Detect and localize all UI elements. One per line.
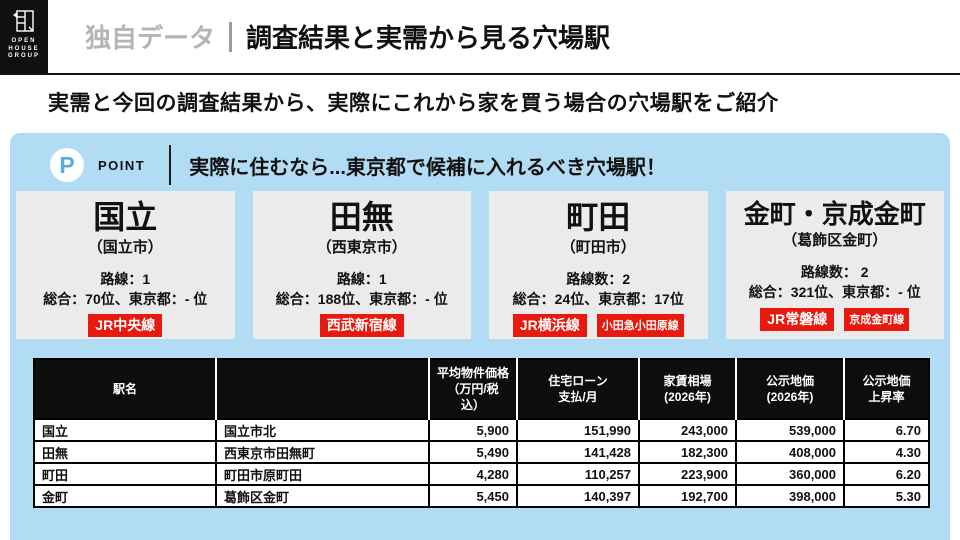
col-header-loan: 住宅ローン 支払/月 (516, 359, 639, 419)
table-row: 国立 国立市北 5,900 151,990 243,000 539,000 6.… (33, 418, 930, 442)
station-ranking: 総合：24位、東京都：17位 (512, 291, 684, 308)
table-row: 町田 町田市原町田 4,280 110,257 223,900 360,000 … (33, 462, 930, 486)
table-cell: 141,428 (516, 440, 640, 464)
table-row: 田無 西東京市田無町 5,490 141,428 182,300 408,000… (33, 440, 930, 464)
header-category-label: 独自データ (85, 23, 216, 53)
table-cell: 6.70 (843, 418, 930, 442)
line-badge: 西武新宿線 (319, 314, 404, 338)
table-cell: 182,300 (638, 440, 737, 464)
header-divider-line (0, 73, 960, 75)
page-title: 調査結果と実需から見る穴場駅 (246, 23, 611, 53)
station-name: 町田 (566, 199, 631, 235)
station-card-kanamachi: 金町・京成金町 （葛飾区金町） 路線数： 2 総合：321位、東京都：- 位 J… (725, 191, 944, 339)
line-badge: 京成金町線 (844, 307, 910, 331)
station-data-table: 駅名 平均物件価格 （万円/税 込） 住宅ローン 支払/月 家賃相場 (2026… (33, 358, 930, 508)
table-cell: 西東京市田無町 (215, 440, 430, 464)
table-cell: 4,280 (428, 462, 518, 486)
table-cell: 398,000 (735, 484, 845, 508)
table-cell: 4.30 (843, 440, 930, 464)
table-row: 金町 葛飾区金町 5,450 140,397 192,700 398,000 5… (33, 484, 930, 508)
table-cell: 田無 (33, 440, 217, 464)
table-cell: 151,990 (516, 418, 640, 442)
station-name: 金町・京成金町 (743, 199, 926, 229)
station-city: （西東京市） (316, 238, 407, 256)
table-cell: 6.20 (843, 462, 930, 486)
station-name: 田無 (329, 199, 394, 235)
point-header: P POINT 実際に住むなら...東京都で候補に入れるべき穴場駅！ (10, 133, 950, 185)
logo-wordmark: OPEN HOUSE GROUP (7, 38, 40, 59)
table-header-row: 駅名 平均物件価格 （万円/税 込） 住宅ローン 支払/月 家賃相場 (2026… (34, 359, 929, 419)
col-header-station: 駅名 (34, 359, 216, 419)
table-cell: 5.30 (843, 484, 930, 508)
station-ranking: 総合：321位、東京都：- 位 (748, 284, 921, 301)
point-p-icon: P (50, 148, 84, 182)
table-cell: 223,900 (638, 462, 737, 486)
station-cards: 国立 （国立市） 路線：1 総合：70位、東京都：- 位 JR中央線 田無 （西… (10, 191, 950, 339)
table-cell: 町田市原町田 (215, 462, 430, 486)
station-line-count: 路線：1 (336, 270, 387, 287)
col-header-land-price: 公示地価 (2026年) (735, 359, 844, 419)
table-cell: 国立市北 (215, 418, 430, 442)
station-city: （国立市） (87, 238, 163, 256)
table-cell: 5,450 (428, 484, 518, 508)
col-header-land-rise: 公示地価 上昇率 (843, 359, 929, 419)
point-divider (169, 145, 172, 185)
table-cell: 町田 (33, 462, 217, 486)
station-card-tanashi: 田無 （西東京市） 路線：1 総合：188位、東京都：- 位 西武新宿線 (252, 191, 471, 339)
house-building-icon (13, 10, 34, 32)
station-city: （葛飾区金町） (782, 232, 888, 250)
station-card-machida: 町田 （町田市） 路線数：2 総合：24位、東京都：17位 JR横浜線 小田急小… (489, 191, 708, 339)
station-card-kunitachi: 国立 （国立市） 路線：1 総合：70位、東京都：- 位 JR中央線 (16, 191, 235, 339)
station-line-count: 路線数： 2 (800, 264, 869, 281)
line-badge: JR横浜線 (512, 314, 587, 338)
line-badge: 小田急小田原線 (596, 314, 684, 338)
station-ranking: 総合：188位、東京都：- 位 (275, 291, 448, 308)
slide-subtitle: 実需と今回の調査結果から、実際にこれから家を買う場合の穴場駅をご紹介 (48, 92, 779, 115)
table-cell: 5,900 (428, 418, 518, 442)
station-name: 国立 (93, 199, 158, 235)
table-cell: 243,000 (638, 418, 737, 442)
line-badge: JR常磐線 (760, 307, 835, 331)
table-cell: 408,000 (735, 440, 845, 464)
slide-header: 独自データ 調査結果と実需から見る穴場駅 (85, 0, 610, 73)
point-label: POINT (98, 157, 146, 173)
col-header-location (215, 359, 429, 419)
table-cell: 国立 (33, 418, 217, 442)
table-cell: 葛飾区金町 (215, 484, 430, 508)
col-header-rent: 家賃相場 (2026年) (638, 359, 736, 419)
station-city: （町田市） (560, 238, 636, 256)
table-cell: 360,000 (735, 462, 845, 486)
station-line-count: 路線数：2 (566, 270, 631, 287)
station-line-count: 路線：1 (100, 270, 151, 287)
col-header-avg-price: 平均物件価格 （万円/税 込） (428, 359, 517, 419)
open-house-group-logo: OPEN HOUSE GROUP (0, 0, 48, 73)
table-cell: 192,700 (638, 484, 737, 508)
header-separator (229, 21, 233, 52)
table-cell: 110,257 (516, 462, 640, 486)
table-cell: 539,000 (735, 418, 845, 442)
table-cell: 5,490 (428, 440, 518, 464)
table-cell: 140,397 (516, 484, 640, 508)
station-ranking: 総合：70位、東京都：- 位 (43, 291, 208, 308)
point-statement: 実際に住むなら...東京都で候補に入れるべき穴場駅！ (189, 156, 666, 179)
table-cell: 金町 (33, 484, 217, 508)
line-badge: JR中央線 (88, 314, 163, 338)
